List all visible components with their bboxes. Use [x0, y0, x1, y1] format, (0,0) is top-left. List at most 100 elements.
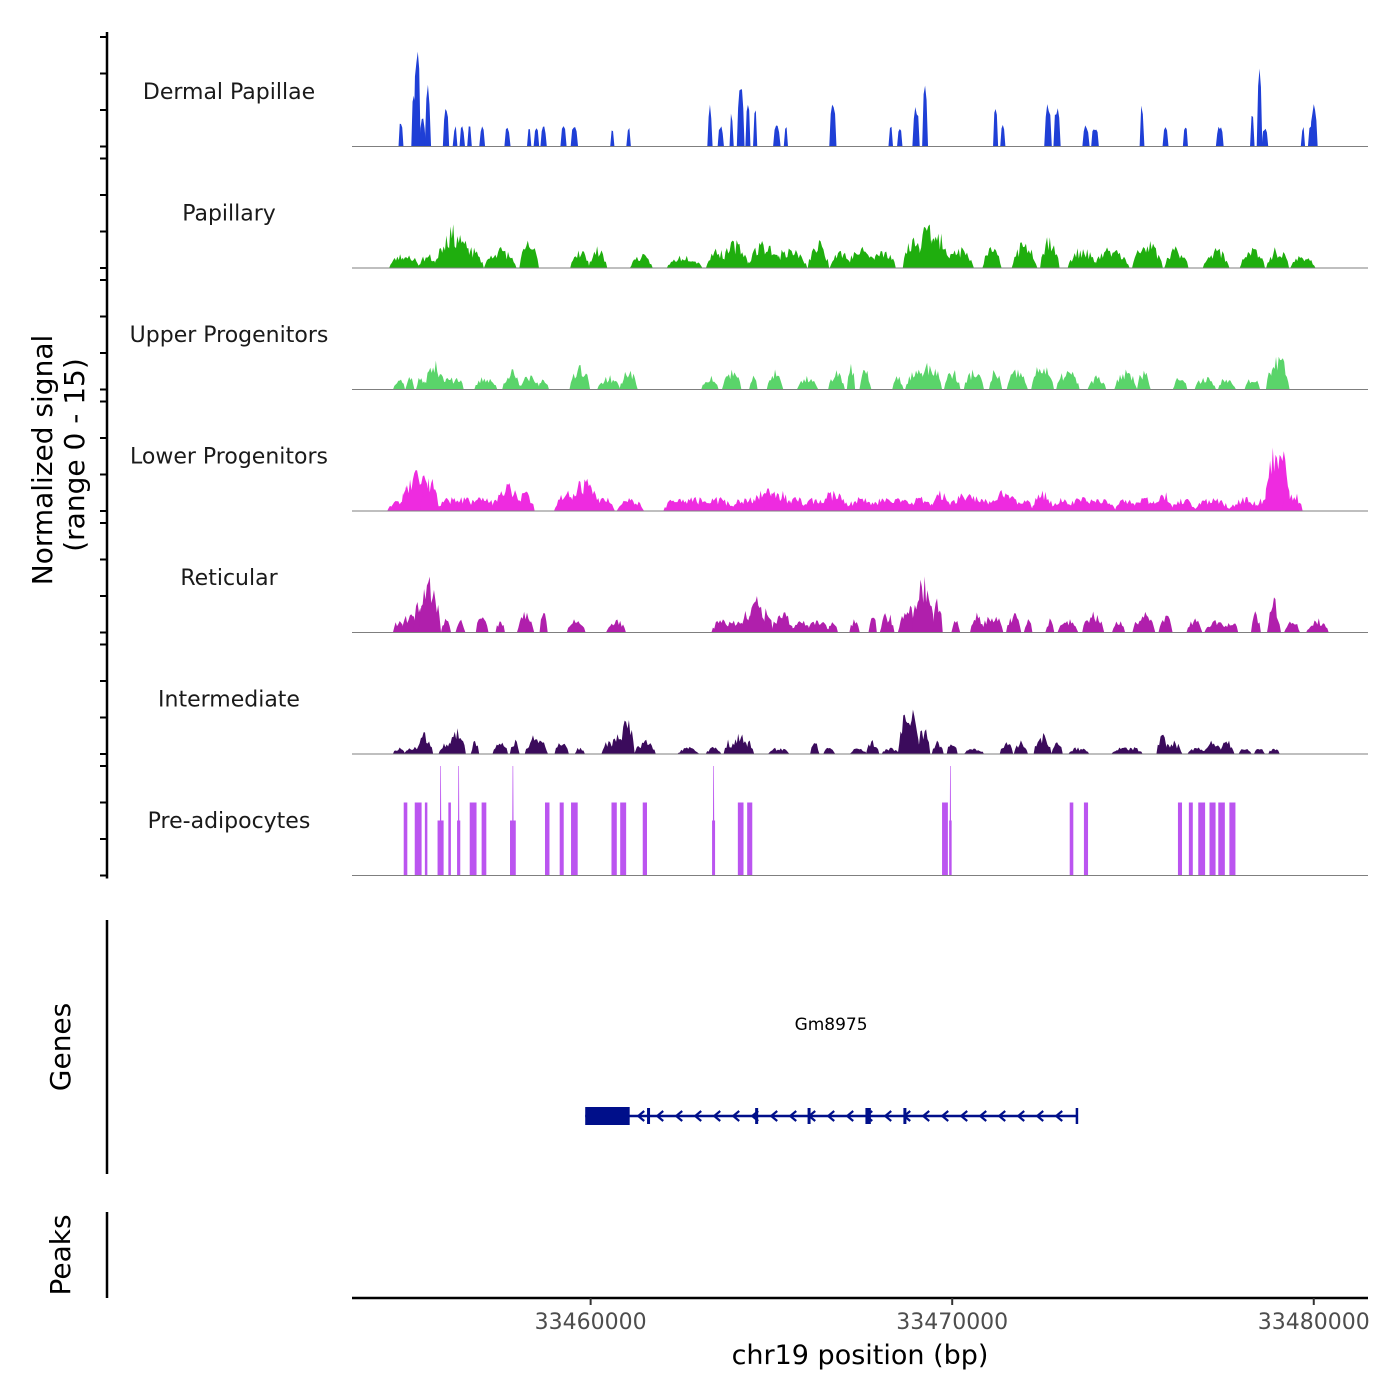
signal-peak	[1239, 247, 1265, 268]
signal-peak	[1045, 618, 1055, 633]
signal-peak	[566, 619, 586, 633]
signal-peak	[1082, 611, 1105, 633]
signal-peak	[540, 126, 547, 147]
signal-peak	[1244, 379, 1261, 390]
track-label-pre-adipocytes: Pre-adipocytes	[148, 809, 311, 834]
signal-peak	[1198, 802, 1206, 876]
gene-exon	[807, 1108, 811, 1124]
signal-peak	[509, 739, 520, 754]
strand-chevron	[693, 1110, 702, 1122]
signal-peak	[1114, 369, 1138, 390]
signal-peak	[922, 85, 929, 147]
signal-peak	[897, 709, 920, 754]
signal-peak	[1300, 127, 1306, 147]
gene-exon	[647, 1108, 651, 1124]
signal-peak	[1162, 740, 1183, 754]
signal-peak	[705, 746, 722, 754]
signal-peak	[618, 720, 635, 754]
signal-peak	[459, 126, 466, 147]
signal-peak	[450, 377, 464, 390]
signal-peak	[912, 107, 920, 147]
signal-peak	[1033, 733, 1052, 754]
signal-peak	[392, 620, 406, 633]
signal-peak	[1156, 734, 1168, 754]
signal-peak	[932, 598, 943, 633]
signal-peak	[1077, 499, 1117, 511]
signal-peak	[616, 497, 645, 511]
signal-peak	[844, 496, 880, 511]
signal-peak	[1031, 366, 1055, 390]
signal-peak	[605, 619, 626, 633]
signal-peak	[418, 576, 442, 633]
signal-peak	[642, 802, 648, 876]
signal-peak	[516, 611, 535, 633]
signal-peak	[1011, 242, 1038, 268]
track-label-lower-progenitors: Lower Progenitors	[130, 445, 328, 470]
signal-peak	[559, 802, 564, 876]
signal-peak	[1111, 621, 1126, 633]
track-label-papillary: Papillary	[182, 202, 276, 227]
signal-peak	[1051, 742, 1063, 754]
signal-peak	[1056, 371, 1080, 390]
signal-peak	[597, 375, 621, 390]
gene-exon	[865, 1108, 871, 1124]
signal-peak	[518, 375, 541, 390]
signal-peak	[504, 127, 511, 147]
signal-peak	[806, 620, 831, 633]
axes: 33460000 33470000 33480000	[100, 32, 1370, 1335]
strand-chevron	[921, 1110, 930, 1122]
signal-peak	[944, 247, 974, 268]
signal-peak	[1091, 129, 1099, 147]
signal-peak	[783, 127, 788, 147]
signal-peak	[951, 620, 961, 633]
signal-peak	[1215, 126, 1224, 147]
signal-peak	[749, 375, 758, 390]
signal-peak	[442, 108, 450, 147]
signal-peak	[1083, 802, 1089, 876]
signal-peak	[771, 248, 808, 268]
signal-peak	[1139, 105, 1145, 147]
signal-peak	[942, 802, 948, 876]
signal-peak	[1204, 620, 1228, 633]
signal-peak	[705, 248, 729, 268]
signal-peak	[949, 766, 952, 876]
signal-peak	[400, 255, 420, 268]
signal-peak	[721, 240, 750, 268]
signal-peak	[1238, 749, 1252, 754]
signal-peak	[1253, 748, 1266, 754]
signal-peak	[463, 497, 502, 511]
signal-peak	[1164, 246, 1189, 268]
gene-exon	[755, 1108, 759, 1124]
coverage-tracks	[352, 51, 1368, 876]
signal-peak	[626, 127, 631, 147]
signal-peak	[789, 620, 811, 633]
gene-track: Gm8975	[585, 1015, 1079, 1125]
signal-peak	[970, 612, 985, 633]
signal-peak	[1092, 247, 1130, 268]
signal-peak	[677, 746, 700, 754]
signal-peak	[707, 104, 713, 147]
signal-peak	[502, 369, 520, 390]
signal-peak	[415, 377, 426, 390]
signal-peak	[868, 617, 877, 633]
track-reticular	[352, 576, 1368, 633]
signal-peak	[859, 369, 872, 390]
signal-peak	[1188, 802, 1193, 876]
signal-peak	[457, 766, 461, 876]
signal-peak	[827, 622, 838, 633]
signal-peak	[475, 617, 489, 633]
track-pre-adipocytes	[352, 766, 1368, 876]
signal-peak	[433, 224, 473, 268]
signal-peak	[1136, 370, 1151, 390]
signal-peak	[1000, 124, 1006, 147]
x-tick-label: 33480000	[1258, 1310, 1370, 1335]
signal-peak	[610, 130, 615, 147]
signal-peak	[1182, 127, 1188, 147]
signal-peak	[1290, 255, 1316, 268]
signal-peak	[570, 250, 590, 268]
signal-peak	[448, 802, 451, 876]
signal-peak	[1186, 618, 1203, 633]
signal-peak	[993, 109, 999, 147]
strand-chevron	[883, 1110, 892, 1122]
strand-chevron	[1016, 1110, 1025, 1122]
